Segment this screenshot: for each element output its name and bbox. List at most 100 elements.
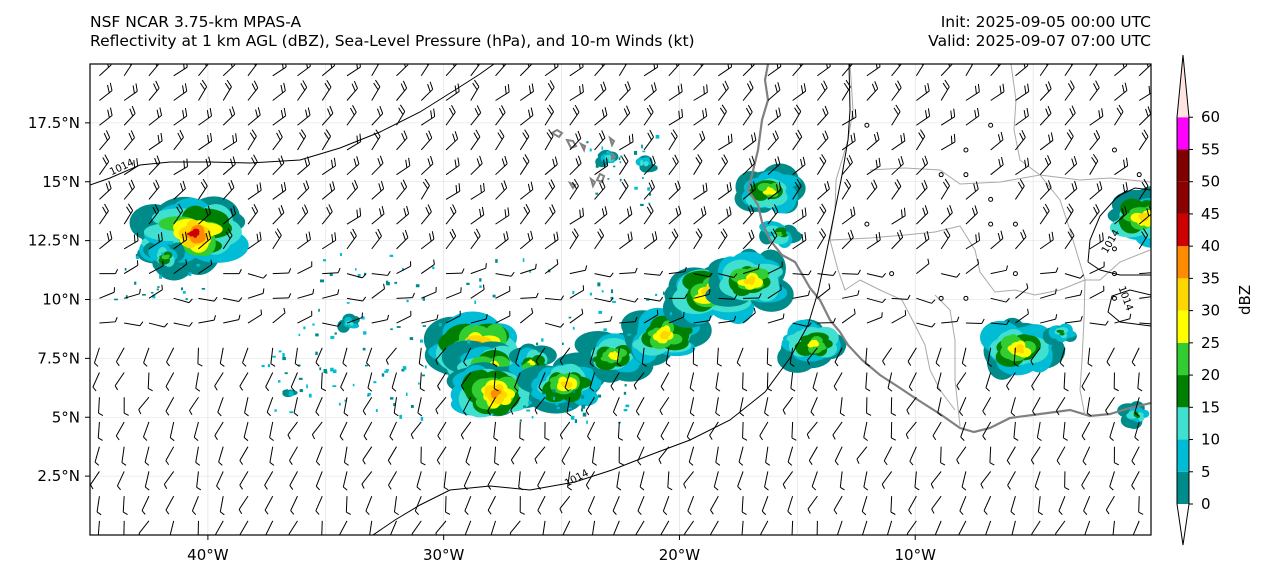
wind-barb	[1131, 446, 1140, 466]
wind-barb	[938, 295, 944, 301]
wind-barb	[366, 347, 373, 367]
wind-barb	[393, 496, 399, 516]
wind-barb	[792, 104, 802, 126]
wind-barb	[715, 372, 721, 392]
wind-barb	[709, 421, 719, 440]
wind-barb	[866, 232, 881, 250]
wind-barb	[519, 154, 530, 175]
wind-barb	[816, 80, 828, 101]
wind-barb	[297, 231, 311, 250]
wind-barb	[495, 64, 507, 77]
wind-barb	[717, 104, 727, 126]
wind-barb	[817, 130, 829, 151]
wind-barb	[916, 108, 931, 126]
wind-barb	[99, 203, 109, 225]
wind-barb	[322, 322, 342, 327]
wind-barb	[138, 520, 150, 535]
radar-echo	[705, 248, 794, 312]
wind-barb	[635, 520, 645, 535]
wind-barb	[1138, 106, 1151, 126]
wind-barb	[266, 397, 274, 417]
wind-barb	[643, 203, 654, 225]
wind-barb	[866, 297, 886, 304]
wind-barb	[1111, 295, 1117, 301]
wind-barb	[124, 288, 141, 299]
init-time: Init: 2025-09-05 00:00 UTC	[940, 13, 1151, 31]
wind-barb	[320, 372, 327, 392]
wind-barb	[1132, 520, 1140, 535]
wind-barb	[437, 372, 447, 391]
wind-barb	[247, 204, 259, 225]
wind-barb	[908, 372, 917, 392]
wind-barb	[222, 156, 236, 176]
wind-barb	[990, 156, 1004, 176]
wind-barb	[891, 179, 902, 200]
wind-barb	[244, 397, 249, 417]
wind-barb	[935, 347, 942, 367]
wind-barb	[420, 155, 434, 176]
wind-barb	[1089, 64, 1098, 77]
wind-barb	[988, 122, 994, 128]
wind-barb	[668, 205, 682, 225]
isobar-label: 1014	[108, 157, 136, 178]
radar-echo	[1042, 323, 1077, 345]
wind-barb	[817, 270, 837, 276]
wind-barb	[1013, 421, 1019, 441]
wind-barb	[294, 347, 300, 367]
wind-barb	[792, 207, 807, 225]
wind-barb	[385, 347, 397, 365]
wind-barb	[463, 347, 472, 367]
wind-barb	[643, 231, 658, 250]
wind-barb	[96, 496, 102, 516]
wind-barb	[612, 520, 620, 535]
wind-barb	[792, 322, 812, 328]
wind-barb	[343, 446, 349, 466]
wind-barb	[396, 261, 412, 275]
wind-barb	[718, 273, 738, 278]
wind-barb	[940, 79, 950, 101]
wind-barb	[668, 293, 688, 299]
wind-barb	[909, 446, 917, 466]
wind-barb	[767, 156, 781, 176]
wind-barb	[742, 132, 757, 151]
wind-barb	[1010, 397, 1016, 417]
wind-barb	[1111, 271, 1117, 277]
wind-barb	[637, 446, 645, 466]
wind-barb	[445, 287, 462, 299]
colorbar-tick-label: 0	[1201, 495, 1211, 513]
wind-barb	[99, 64, 112, 77]
wind-barb	[367, 372, 373, 392]
wind-barb	[123, 203, 134, 225]
wind-barb	[1059, 347, 1066, 367]
wind-barb	[619, 231, 633, 250]
wind-barb	[243, 421, 249, 442]
wind-barb	[147, 372, 153, 392]
wind-barb	[718, 315, 737, 324]
wind-barb	[866, 64, 881, 77]
wind-barb	[983, 495, 992, 515]
wind-barb	[765, 446, 771, 466]
wind-barb	[982, 396, 992, 416]
wind-barb	[891, 310, 907, 324]
wind-barb	[1138, 496, 1144, 515]
wind-barb	[1012, 221, 1018, 227]
wind-barb	[741, 520, 744, 535]
wind-barb	[269, 446, 275, 466]
radar-scatter	[114, 135, 673, 424]
wind-barb	[569, 228, 579, 250]
wind-barb	[247, 107, 261, 126]
wind-barb	[371, 206, 385, 225]
wind-barb	[321, 105, 334, 126]
wind-barb	[223, 314, 241, 324]
wind-barb	[594, 81, 607, 101]
wind-barb	[1064, 105, 1076, 126]
wind-barb	[534, 396, 546, 415]
wind-barb	[1081, 421, 1091, 441]
wind-barb	[817, 317, 836, 324]
wind-barb	[361, 471, 373, 489]
colorbar-tick-label: 15	[1201, 398, 1220, 416]
wind-barb	[782, 396, 794, 415]
wind-barb	[591, 446, 597, 466]
wind-barb	[718, 206, 732, 225]
wind-barb	[322, 289, 340, 299]
